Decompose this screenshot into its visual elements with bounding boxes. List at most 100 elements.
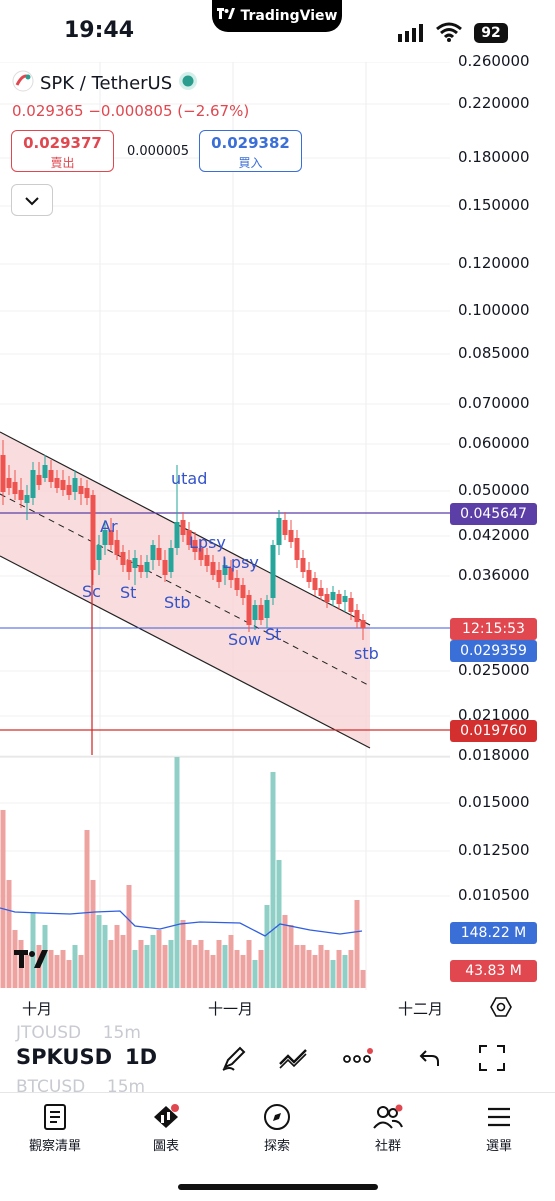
buy-button[interactable]: 0.029382 買入: [199, 130, 302, 172]
candle-body: [42, 465, 48, 478]
volume-bar: [12, 930, 18, 988]
candle-body: [354, 610, 360, 622]
annotation-sc: Sc: [82, 582, 101, 601]
price-axis-label: 0.260000: [458, 52, 530, 70]
watchlist-icon: [5, 1103, 105, 1131]
symbol-header[interactable]: SPK / TetherUS: [12, 70, 198, 97]
volume-bar: [6, 880, 12, 988]
buy-price: 0.029382: [211, 134, 290, 152]
candle-body: [36, 475, 42, 485]
spread-value: 0.000005: [127, 144, 190, 159]
status-time: 19:44: [64, 18, 135, 43]
candle-body: [186, 530, 192, 545]
price-change: −0.000805: [88, 102, 173, 120]
volume-bar: [150, 935, 156, 988]
volume-bar: [108, 940, 114, 988]
nav-community[interactable]: 社群: [338, 1103, 438, 1154]
candle-body: [300, 558, 306, 572]
volume-bar: [258, 950, 264, 988]
candle-body: [264, 600, 270, 618]
candle-body: [222, 565, 228, 575]
candle-body: [348, 598, 354, 612]
buy-label: 買入: [238, 156, 263, 170]
volume-bar: [168, 940, 174, 988]
chart-settings-icon[interactable]: [490, 996, 512, 1022]
volume-bar: [156, 930, 162, 988]
compass-icon: [227, 1103, 327, 1131]
undo-icon[interactable]: [418, 1048, 442, 1074]
nav-label-chart: 圖表: [152, 1139, 179, 1154]
volume-bar: [48, 950, 54, 988]
volume-bar: [84, 830, 90, 988]
candle-body: [318, 588, 324, 596]
price-change-pct: (−2.67%): [177, 102, 250, 120]
price-chart[interactable]: utad Ar Lpsy Lpsy Sc St Stb Sow St stb: [0, 62, 555, 1030]
volume-bar: [306, 950, 312, 988]
volume-bar: [132, 950, 138, 988]
nav-explore[interactable]: 探索: [227, 1103, 327, 1154]
tradingview-watermark-icon: [14, 950, 48, 968]
current-price-tag: 0.029359: [450, 640, 537, 662]
more-options-icon[interactable]: [342, 1048, 374, 1072]
candle-body: [312, 578, 318, 590]
collapse-button[interactable]: [11, 184, 53, 216]
candle-body: [180, 520, 186, 535]
volume-bar: [162, 945, 168, 988]
annotation-lpsy-1: Lpsy: [189, 533, 226, 552]
volume-bar: [54, 955, 60, 988]
volume-bar: [120, 935, 126, 988]
price-axis-label: 0.010500: [458, 886, 530, 904]
signal-icon: [398, 24, 424, 46]
candle-body: [12, 482, 18, 494]
candle-body: [66, 485, 72, 495]
tradingview-logo-icon: [216, 8, 235, 24]
candle-body: [0, 455, 6, 492]
nav-menu[interactable]: 選單: [449, 1103, 549, 1154]
volume-bar: [96, 915, 102, 988]
time-label-dec: 十二月: [398, 1000, 444, 1018]
volume-bar: [222, 945, 228, 988]
volume-bar: [210, 955, 216, 988]
nav-chart[interactable]: 圖表: [116, 1103, 216, 1154]
candle-body: [336, 594, 342, 604]
candle-body: [90, 495, 96, 570]
volume-bar: [354, 900, 360, 988]
fullscreen-icon[interactable]: [478, 1044, 506, 1076]
indicators-icon[interactable]: [278, 1046, 308, 1074]
candle-body: [228, 568, 234, 580]
candlesticks: [0, 440, 366, 640]
price-axis-label: 0.042000: [458, 526, 530, 544]
sell-button[interactable]: 0.029377 賣出: [11, 130, 114, 172]
drawing-tool-icon[interactable]: [220, 1044, 248, 1076]
volume-bars: [0, 757, 366, 988]
volume-ma-tag: 148.22 M: [450, 922, 537, 944]
price-axis-label: 0.036000: [458, 566, 530, 584]
symbol-selector[interactable]: SPKUSD: [16, 1045, 113, 1069]
candle-body: [330, 592, 336, 600]
candle-body: [78, 486, 84, 494]
annotation-stb: Stb: [164, 593, 191, 612]
volume-bar: [282, 915, 288, 988]
price-axis-label: 0.070000: [458, 394, 530, 412]
countdown-tag: 12:15:53: [450, 618, 537, 640]
candle-body: [144, 562, 150, 572]
volume-bar: [246, 940, 252, 988]
candle-body: [60, 480, 66, 490]
candle-body: [54, 478, 60, 488]
volume-bar: [264, 905, 270, 988]
volume-bar: [294, 945, 300, 988]
volume-bar: [300, 945, 306, 988]
nav-watchlist[interactable]: 觀察清單: [5, 1103, 105, 1154]
volume-bar: [234, 950, 240, 988]
volume-bar: [114, 925, 120, 988]
candle-body: [276, 518, 282, 545]
candle-body: [24, 495, 30, 503]
support-price-tag: 0.019760: [450, 720, 537, 742]
candle-body: [108, 530, 114, 545]
volume-bar: [78, 955, 84, 988]
community-icon: [338, 1103, 438, 1131]
volume-bar: [360, 970, 366, 988]
chart-icon: [116, 1103, 216, 1131]
interval-selector[interactable]: 1D: [125, 1045, 158, 1069]
chart-toolbar: JTOUSD 15m BTCUSD 15m: [0, 1023, 555, 1097]
